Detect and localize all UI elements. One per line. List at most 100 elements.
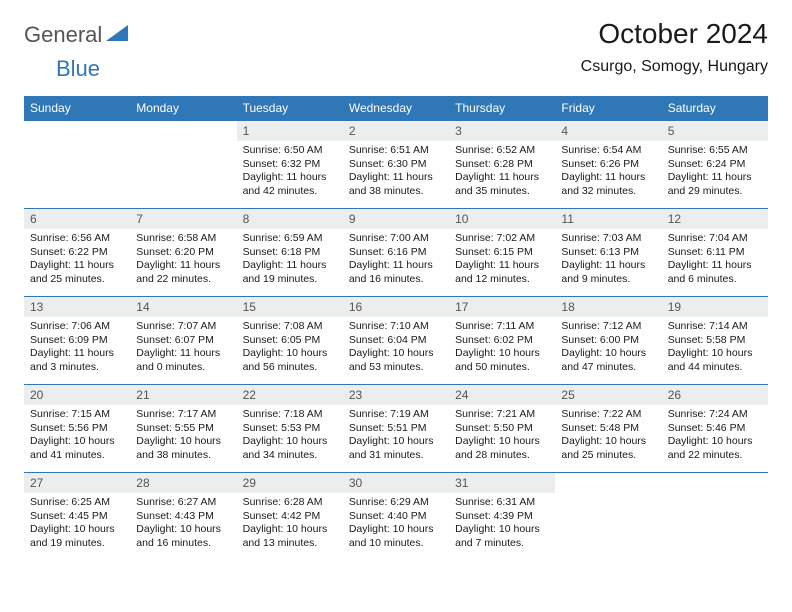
calendar-day-cell: 22Sunrise: 7:18 AMSunset: 5:53 PMDayligh… bbox=[237, 385, 343, 473]
sunset-text: Sunset: 4:45 PM bbox=[30, 510, 124, 524]
calendar-day-cell: 2Sunrise: 6:51 AMSunset: 6:30 PMDaylight… bbox=[343, 121, 449, 209]
calendar-header-cell: Wednesday bbox=[343, 96, 449, 121]
day-data: Sunrise: 7:18 AMSunset: 5:53 PMDaylight:… bbox=[237, 405, 343, 469]
daylight-text: Daylight: 11 hours and 6 minutes. bbox=[668, 259, 762, 286]
day-data: Sunrise: 7:03 AMSunset: 6:13 PMDaylight:… bbox=[555, 229, 661, 293]
calendar-day-cell: 16Sunrise: 7:10 AMSunset: 6:04 PMDayligh… bbox=[343, 297, 449, 385]
sunrise-text: Sunrise: 7:02 AM bbox=[455, 232, 549, 246]
calendar-day-cell: 20Sunrise: 7:15 AMSunset: 5:56 PMDayligh… bbox=[24, 385, 130, 473]
daylight-text: Daylight: 10 hours and 41 minutes. bbox=[30, 435, 124, 462]
daylight-text: Daylight: 10 hours and 31 minutes. bbox=[349, 435, 443, 462]
calendar-header-cell: Tuesday bbox=[237, 96, 343, 121]
day-number: 20 bbox=[24, 385, 130, 405]
daylight-text: Daylight: 11 hours and 22 minutes. bbox=[136, 259, 230, 286]
day-data: Sunrise: 7:00 AMSunset: 6:16 PMDaylight:… bbox=[343, 229, 449, 293]
day-number: 27 bbox=[24, 473, 130, 493]
daylight-text: Daylight: 10 hours and 10 minutes. bbox=[349, 523, 443, 550]
day-number: 23 bbox=[343, 385, 449, 405]
day-data: Sunrise: 7:10 AMSunset: 6:04 PMDaylight:… bbox=[343, 317, 449, 381]
brand-logo: General bbox=[24, 18, 130, 48]
sunset-text: Sunset: 4:43 PM bbox=[136, 510, 230, 524]
day-data: Sunrise: 6:52 AMSunset: 6:28 PMDaylight:… bbox=[449, 141, 555, 205]
sunset-text: Sunset: 5:55 PM bbox=[136, 422, 230, 436]
sunset-text: Sunset: 5:51 PM bbox=[349, 422, 443, 436]
day-data: Sunrise: 6:54 AMSunset: 6:26 PMDaylight:… bbox=[555, 141, 661, 205]
calendar-week-row: 13Sunrise: 7:06 AMSunset: 6:09 PMDayligh… bbox=[24, 297, 768, 385]
day-data: Sunrise: 7:12 AMSunset: 6:00 PMDaylight:… bbox=[555, 317, 661, 381]
sunrise-text: Sunrise: 6:55 AM bbox=[668, 144, 762, 158]
day-number: 12 bbox=[662, 209, 768, 229]
daylight-text: Daylight: 11 hours and 12 minutes. bbox=[455, 259, 549, 286]
day-data: Sunrise: 6:51 AMSunset: 6:30 PMDaylight:… bbox=[343, 141, 449, 205]
sunrise-text: Sunrise: 6:51 AM bbox=[349, 144, 443, 158]
sunrise-text: Sunrise: 7:04 AM bbox=[668, 232, 762, 246]
calendar-day-cell: 15Sunrise: 7:08 AMSunset: 6:05 PMDayligh… bbox=[237, 297, 343, 385]
daylight-text: Daylight: 11 hours and 29 minutes. bbox=[668, 171, 762, 198]
sunrise-text: Sunrise: 7:11 AM bbox=[455, 320, 549, 334]
calendar-week-row: 27Sunrise: 6:25 AMSunset: 4:45 PMDayligh… bbox=[24, 473, 768, 561]
day-number: 28 bbox=[130, 473, 236, 493]
calendar-week-row: 6Sunrise: 6:56 AMSunset: 6:22 PMDaylight… bbox=[24, 209, 768, 297]
day-data: Sunrise: 7:14 AMSunset: 5:58 PMDaylight:… bbox=[662, 317, 768, 381]
sunrise-text: Sunrise: 6:27 AM bbox=[136, 496, 230, 510]
day-number: 17 bbox=[449, 297, 555, 317]
sunset-text: Sunset: 6:02 PM bbox=[455, 334, 549, 348]
day-data: Sunrise: 6:50 AMSunset: 6:32 PMDaylight:… bbox=[237, 141, 343, 205]
calendar-header-cell: Thursday bbox=[449, 96, 555, 121]
calendar-week-row: 1Sunrise: 6:50 AMSunset: 6:32 PMDaylight… bbox=[24, 121, 768, 209]
day-number: 29 bbox=[237, 473, 343, 493]
calendar-header-cell: Sunday bbox=[24, 96, 130, 121]
sunset-text: Sunset: 6:32 PM bbox=[243, 158, 337, 172]
calendar-day-cell: 27Sunrise: 6:25 AMSunset: 4:45 PMDayligh… bbox=[24, 473, 130, 561]
calendar-day-cell: 17Sunrise: 7:11 AMSunset: 6:02 PMDayligh… bbox=[449, 297, 555, 385]
sunrise-text: Sunrise: 6:59 AM bbox=[243, 232, 337, 246]
brand-part2: Blue bbox=[56, 56, 100, 81]
sunset-text: Sunset: 6:18 PM bbox=[243, 246, 337, 260]
sunrise-text: Sunrise: 6:25 AM bbox=[30, 496, 124, 510]
day-number: 30 bbox=[343, 473, 449, 493]
sunrise-text: Sunrise: 6:54 AM bbox=[561, 144, 655, 158]
calendar-day-cell: 13Sunrise: 7:06 AMSunset: 6:09 PMDayligh… bbox=[24, 297, 130, 385]
sunset-text: Sunset: 6:22 PM bbox=[30, 246, 124, 260]
brand-triangle-icon bbox=[106, 25, 128, 46]
daylight-text: Daylight: 10 hours and 44 minutes. bbox=[668, 347, 762, 374]
calendar-day-cell: 4Sunrise: 6:54 AMSunset: 6:26 PMDaylight… bbox=[555, 121, 661, 209]
sunrise-text: Sunrise: 7:12 AM bbox=[561, 320, 655, 334]
daylight-text: Daylight: 11 hours and 9 minutes. bbox=[561, 259, 655, 286]
day-data: Sunrise: 6:25 AMSunset: 4:45 PMDaylight:… bbox=[24, 493, 130, 557]
calendar-day-cell bbox=[24, 121, 130, 209]
calendar-day-cell: 19Sunrise: 7:14 AMSunset: 5:58 PMDayligh… bbox=[662, 297, 768, 385]
sunset-text: Sunset: 6:09 PM bbox=[30, 334, 124, 348]
day-data: Sunrise: 7:11 AMSunset: 6:02 PMDaylight:… bbox=[449, 317, 555, 381]
calendar-day-cell: 24Sunrise: 7:21 AMSunset: 5:50 PMDayligh… bbox=[449, 385, 555, 473]
calendar-day-cell bbox=[555, 473, 661, 561]
calendar-day-cell: 8Sunrise: 6:59 AMSunset: 6:18 PMDaylight… bbox=[237, 209, 343, 297]
sunset-text: Sunset: 6:20 PM bbox=[136, 246, 230, 260]
calendar-day-cell: 25Sunrise: 7:22 AMSunset: 5:48 PMDayligh… bbox=[555, 385, 661, 473]
calendar-day-cell: 1Sunrise: 6:50 AMSunset: 6:32 PMDaylight… bbox=[237, 121, 343, 209]
calendar-day-cell: 10Sunrise: 7:02 AMSunset: 6:15 PMDayligh… bbox=[449, 209, 555, 297]
day-number: 3 bbox=[449, 121, 555, 141]
daylight-text: Daylight: 11 hours and 0 minutes. bbox=[136, 347, 230, 374]
sunset-text: Sunset: 5:56 PM bbox=[30, 422, 124, 436]
day-data: Sunrise: 6:56 AMSunset: 6:22 PMDaylight:… bbox=[24, 229, 130, 293]
sunrise-text: Sunrise: 6:28 AM bbox=[243, 496, 337, 510]
daylight-text: Daylight: 10 hours and 7 minutes. bbox=[455, 523, 549, 550]
calendar-day-cell: 7Sunrise: 6:58 AMSunset: 6:20 PMDaylight… bbox=[130, 209, 236, 297]
day-data: Sunrise: 7:06 AMSunset: 6:09 PMDaylight:… bbox=[24, 317, 130, 381]
day-number: 7 bbox=[130, 209, 236, 229]
daylight-text: Daylight: 10 hours and 56 minutes. bbox=[243, 347, 337, 374]
day-number: 10 bbox=[449, 209, 555, 229]
day-number: 21 bbox=[130, 385, 236, 405]
sunrise-text: Sunrise: 7:24 AM bbox=[668, 408, 762, 422]
day-number: 19 bbox=[662, 297, 768, 317]
day-data: Sunrise: 7:22 AMSunset: 5:48 PMDaylight:… bbox=[555, 405, 661, 469]
sunrise-text: Sunrise: 7:14 AM bbox=[668, 320, 762, 334]
sunset-text: Sunset: 6:16 PM bbox=[349, 246, 443, 260]
sunset-text: Sunset: 6:26 PM bbox=[561, 158, 655, 172]
day-number: 8 bbox=[237, 209, 343, 229]
calendar-day-cell bbox=[130, 121, 236, 209]
calendar-day-cell: 3Sunrise: 6:52 AMSunset: 6:28 PMDaylight… bbox=[449, 121, 555, 209]
sunrise-text: Sunrise: 7:07 AM bbox=[136, 320, 230, 334]
calendar-day-cell: 6Sunrise: 6:56 AMSunset: 6:22 PMDaylight… bbox=[24, 209, 130, 297]
